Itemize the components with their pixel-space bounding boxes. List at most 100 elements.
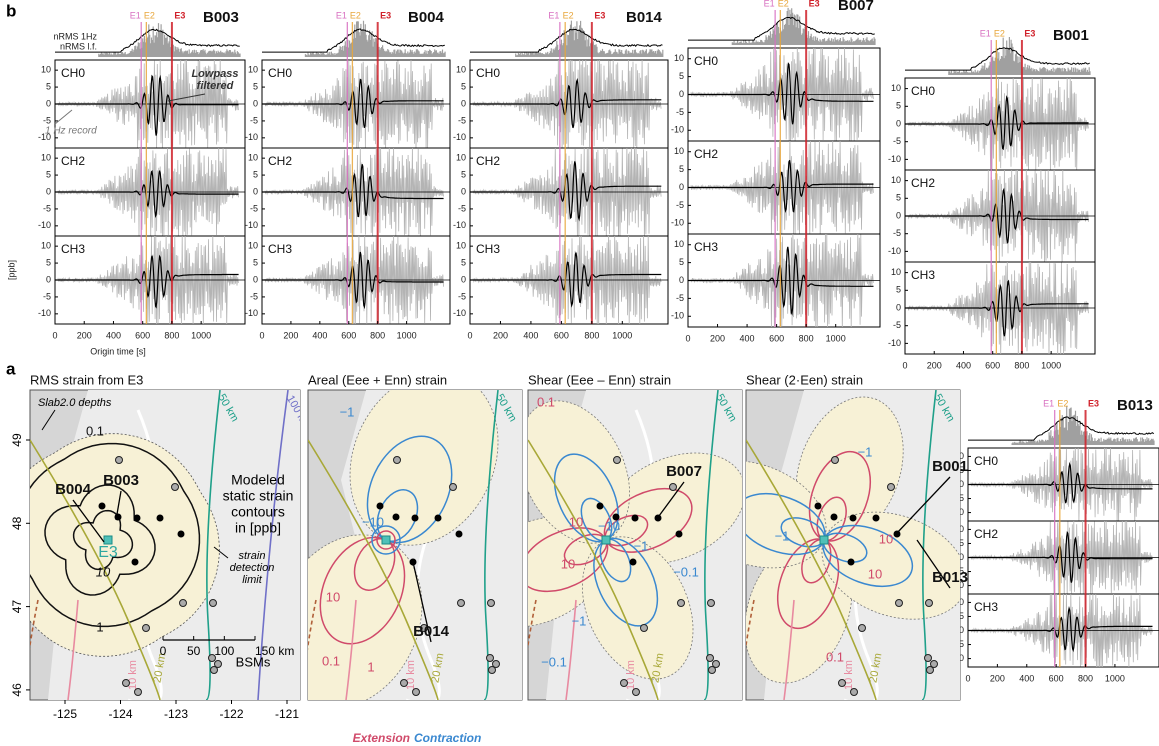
x-tick-label: 1000 [1105,673,1125,683]
x-tick-label: 200 [77,330,92,340]
bsm-site [850,515,857,522]
channel-label: CH0 [911,84,935,98]
x-tick-label: 1000 [826,333,846,343]
y-tick-label: 5 [461,169,466,179]
bsm-site [489,667,496,674]
event-label: E3 [174,10,185,20]
x-tick-label: -123 [164,707,188,721]
y-tick-label: 10 [891,175,901,185]
event-epicenter [104,536,112,544]
y-tick-label: -5 [43,203,51,213]
y-tick-label: 5 [253,169,258,179]
panel-label: b [6,1,16,20]
y-tick-label: 0 [679,182,684,192]
legend-entry: Extension [353,731,410,745]
y-tick-label: 10 [456,153,466,163]
x-tick-label: 800 [164,330,179,340]
event-label: E1 [548,10,559,20]
y-tick-label: 10 [41,65,51,75]
event-label: E2 [563,10,574,20]
y-tick-label: 0 [896,302,901,312]
y-tick-label: -5 [893,136,901,146]
y-tick-label: -10 [453,308,466,318]
bsm-site [487,655,494,662]
channel-label: CH2 [61,154,85,168]
bsm-site [143,625,150,632]
event-label: E1 [130,10,141,20]
x-tick-label: 200 [283,330,298,340]
x-tick-label: 600 [1049,673,1064,683]
channel-label: CH0 [476,66,500,80]
y-tick-label: -10 [671,218,684,228]
bsm-site [394,457,401,464]
y-tick-label: 0 [461,274,466,284]
x-tick-label: 0 [965,673,970,683]
contour-label: 1 [96,619,103,634]
x-tick-label: -124 [108,707,132,721]
bsm-site [630,559,637,566]
y-tick-label: 5 [46,257,51,267]
event-epicenter [820,536,828,544]
x-tick-label: 400 [312,330,327,340]
bsm-site [172,484,179,491]
y-tick-label: 5 [461,257,466,267]
y-tick-label: -10 [245,132,258,142]
contour-label: 0.1 [322,653,340,668]
x-tick-label: 400 [523,330,538,340]
bsm-site [633,704,640,711]
bsm-site [670,484,677,491]
y-tick-label: 10 [674,239,684,249]
x-tick-label: 0 [259,330,264,340]
bsm-site [135,689,142,696]
channel-label: CH0 [268,66,292,80]
station-panel: B013E1E2E31050-5-10CH01050-5-10CH21050-5… [951,397,1159,683]
x-tick-label: 400 [740,333,755,343]
channel-label: CH2 [268,154,292,168]
bsm-site [123,680,130,687]
y-tick-label: 0 [46,274,51,284]
bsm-site [450,484,457,491]
bsm-site [456,531,463,538]
bsm-site [210,600,217,607]
figure: b a B003E1E2E31050-5-10CH01050-5-10CH210… [0,0,1159,746]
y-tick-label: -5 [458,291,466,301]
scale-label: 150 km [255,644,294,658]
event-label: E1 [1043,398,1054,408]
station-label: B007 [666,463,702,480]
station-label: B003 [103,472,139,489]
event-epicenter [382,536,390,544]
map-title: Shear (Eee – Enn) strain [528,372,671,387]
y-tick-label: 0 [679,89,684,99]
bsm-site [927,667,934,674]
x-tick-label: -121 [275,707,299,721]
y-tick-label: -10 [245,220,258,230]
contour-label: −10 [598,518,620,533]
x-tick-label: 400 [106,330,121,340]
bsm-site [393,514,400,521]
bsm-site [99,503,106,510]
y-tick-label: -5 [893,228,901,238]
bsm-site [678,600,685,607]
y-tick-label: 10 [248,241,258,251]
bsm-site [831,514,838,521]
y-tick-label: 47 [10,600,24,614]
channel-label: CH2 [974,527,998,541]
nrms-1hz-trace [305,21,445,57]
x-tick-label: 800 [799,333,814,343]
bsm-site [614,457,621,464]
y-tick-label: -5 [676,293,684,303]
channel-label: CH3 [476,242,500,256]
bsm-site [633,689,640,696]
annotation: 1 Hz record [45,126,97,137]
y-tick-label: -10 [245,308,258,318]
annotation: Lowpass [191,68,238,80]
y-tick-label: -5 [893,320,901,330]
x-tick-label: 200 [710,333,725,343]
contour-label: 10 [879,531,893,546]
y-tick-label: -10 [671,125,684,135]
contour-label: −1 [340,404,355,419]
channel-label: CH3 [694,240,718,254]
detection-note: strain [239,550,266,562]
x-tick-label: 800 [370,330,385,340]
map-title: Areal (Eee + Enn) strain [308,372,447,387]
